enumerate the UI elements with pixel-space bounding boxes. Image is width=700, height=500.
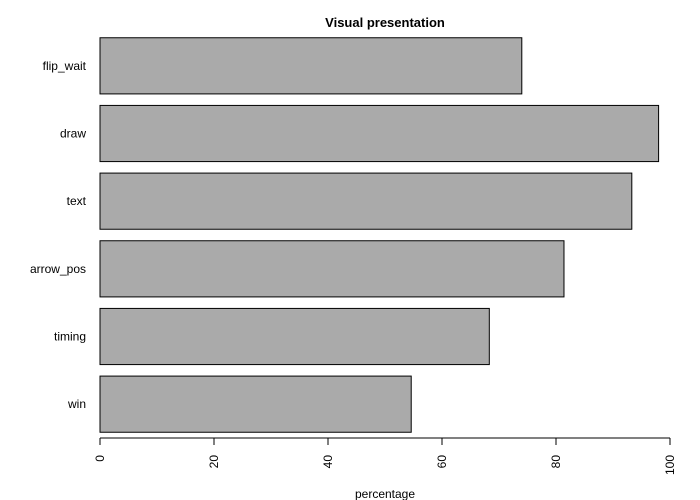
bar-arrow-pos bbox=[99, 240, 565, 298]
category-label: win bbox=[67, 397, 86, 411]
category-label: text bbox=[67, 194, 87, 208]
bar-draw bbox=[99, 104, 660, 163]
x-tick-label: 0 bbox=[93, 455, 107, 462]
category-label: timing bbox=[54, 330, 86, 344]
bar-win bbox=[99, 375, 412, 433]
x-tick-label: 80 bbox=[549, 455, 563, 469]
category-label: draw bbox=[60, 127, 86, 141]
bar-text bbox=[99, 172, 633, 230]
x-tick-label: 40 bbox=[321, 455, 335, 469]
x-tick-label: 20 bbox=[207, 455, 221, 469]
category-label: arrow_pos bbox=[30, 262, 86, 276]
x-axis-label: percentage bbox=[355, 487, 415, 500]
chart-title: Visual presentation bbox=[325, 15, 445, 30]
x-tick-label: 100 bbox=[663, 455, 677, 475]
category-label: flip_wait bbox=[43, 59, 87, 73]
x-tick-label: 60 bbox=[435, 455, 449, 469]
bar-flip-wait bbox=[99, 37, 523, 95]
x-axis-ticks: 0 20 40 60 80 100 bbox=[93, 438, 677, 475]
bars-layer bbox=[99, 37, 660, 433]
bar-timing bbox=[99, 307, 490, 366]
